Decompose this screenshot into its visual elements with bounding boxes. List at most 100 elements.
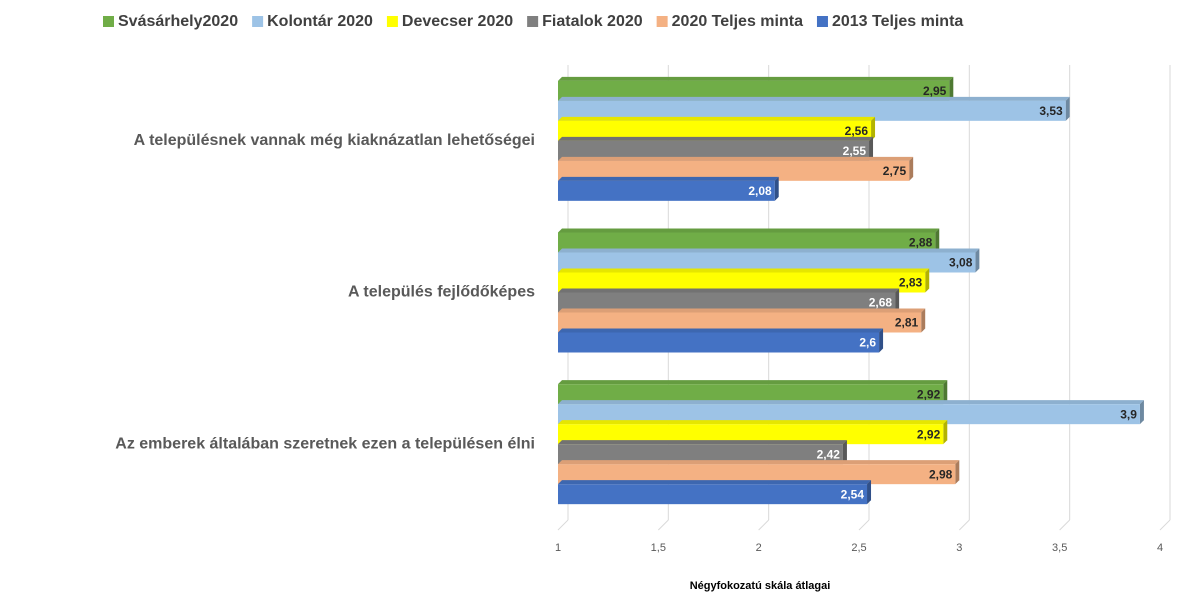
grid-depth — [758, 519, 770, 531]
legend-label: Svásárhely2020 — [118, 13, 238, 30]
value-label: 2,95 — [923, 84, 947, 98]
bar-top — [558, 328, 884, 333]
bar-side — [925, 268, 930, 293]
grid-depth — [958, 519, 970, 531]
legend-swatch — [656, 16, 668, 27]
bar-side — [955, 460, 960, 485]
bar-side — [871, 116, 876, 141]
value-label: 2,54 — [841, 487, 865, 501]
legend-label: Fiatalok 2020 — [542, 13, 643, 30]
x-tick-label: 2,5 — [851, 542, 866, 554]
bar-side — [774, 176, 779, 201]
bar — [558, 140, 870, 161]
bar-side — [921, 308, 926, 333]
bar — [558, 312, 922, 333]
legend-swatch — [103, 16, 114, 27]
legend-label: Kolontár 2020 — [267, 13, 373, 30]
bar-side — [867, 480, 872, 505]
legend-swatch — [386, 16, 398, 27]
bar-side — [949, 76, 954, 101]
bar — [558, 404, 1140, 425]
category-label: Az emberek általában szeretnek ezen a te… — [115, 435, 535, 452]
bar — [558, 100, 1066, 121]
bar-top — [558, 480, 872, 485]
bar-top — [558, 156, 914, 161]
grid-depth — [557, 519, 569, 531]
x-tick-label: 1,5 — [651, 542, 666, 554]
grid-depth — [657, 519, 669, 531]
bar-top — [558, 96, 1070, 101]
bar-side — [975, 248, 980, 273]
bar — [558, 424, 944, 445]
value-label: 2,08 — [748, 184, 772, 198]
value-label: 2,88 — [909, 236, 933, 250]
bar-top — [558, 380, 948, 385]
legend-label: 2013 Teljes minta — [832, 13, 963, 30]
bar-side — [1139, 400, 1144, 425]
bar-top — [558, 268, 930, 273]
bar-top — [558, 176, 779, 181]
category-label: A településnek vannak még kiaknázatlan l… — [134, 132, 535, 149]
bar-top — [558, 116, 876, 121]
legend-swatch — [527, 16, 539, 27]
bar — [558, 252, 976, 273]
grid-depth — [1059, 519, 1071, 531]
x-tick-label: 1 — [555, 542, 561, 554]
x-tick-label: 3 — [956, 542, 962, 554]
value-label: 2,42 — [817, 447, 841, 461]
category-label: A település fejlődőképes — [348, 284, 535, 301]
value-label: 2,68 — [869, 296, 893, 310]
x-tick-label: 4 — [1157, 542, 1163, 554]
bar-side — [1065, 96, 1070, 121]
bar-top — [558, 460, 960, 465]
bar-side — [943, 420, 948, 445]
x-tick-label: 2 — [756, 542, 762, 554]
value-label: 2,6 — [859, 336, 876, 350]
bar — [558, 232, 936, 253]
bar-side — [869, 136, 874, 161]
bar-top — [558, 420, 948, 425]
bar — [558, 464, 956, 485]
bar — [558, 444, 843, 465]
bar — [558, 160, 910, 181]
value-label: 2,75 — [883, 164, 907, 178]
bar-top — [558, 400, 1144, 405]
bar-top — [558, 76, 954, 81]
bar — [558, 332, 880, 353]
value-label: 3,9 — [1120, 407, 1137, 421]
bar-side — [895, 288, 900, 313]
bar — [558, 484, 868, 505]
bar-top — [558, 288, 900, 293]
bar-side — [909, 156, 914, 181]
value-label: 2,92 — [917, 427, 941, 441]
grid-depth — [1159, 519, 1171, 531]
legend-swatch — [252, 16, 264, 27]
bar — [558, 272, 926, 293]
bar — [558, 292, 896, 313]
grid-depth — [858, 519, 870, 531]
bar — [558, 120, 872, 141]
value-label: 2,81 — [895, 316, 919, 330]
bar-top — [558, 136, 874, 141]
value-label: 2,83 — [899, 276, 923, 290]
value-label: 2,98 — [929, 467, 953, 481]
value-label: 2,56 — [845, 124, 869, 138]
x-tick-label: 3,5 — [1052, 542, 1067, 554]
bar-side — [879, 328, 884, 353]
bar-top — [558, 308, 926, 313]
bar-side — [842, 440, 847, 465]
legend-swatch — [816, 16, 828, 27]
bar — [558, 384, 944, 405]
value-label: 3,08 — [949, 256, 973, 270]
value-label: 2,55 — [843, 144, 867, 158]
bar-top — [558, 248, 980, 253]
bar — [558, 80, 950, 101]
x-axis-label: Négyfokozatú skála átlagai — [690, 580, 831, 592]
value-label: 3,53 — [1039, 104, 1063, 118]
bar — [558, 180, 775, 201]
bar-top — [558, 440, 847, 445]
legend-label: Devecser 2020 — [402, 13, 513, 30]
legend-label: 2020 Teljes minta — [672, 13, 803, 30]
bar-side — [943, 380, 948, 405]
